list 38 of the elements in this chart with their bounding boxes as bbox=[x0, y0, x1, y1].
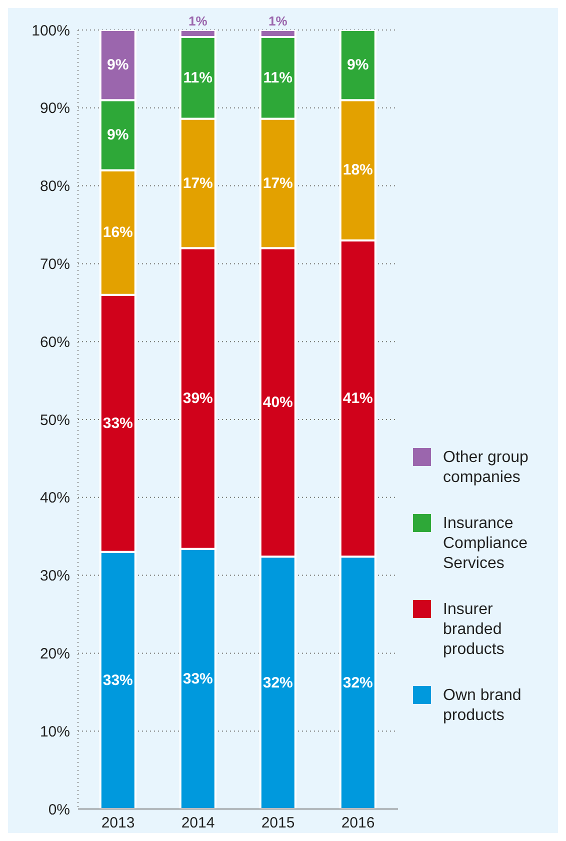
x-tick-label: 2014 bbox=[181, 814, 215, 832]
y-tick-label: 60% bbox=[40, 334, 70, 351]
y-tick-label: 70% bbox=[40, 256, 70, 274]
x-tick-label: 2015 bbox=[261, 814, 295, 832]
legend-label: Own brand products bbox=[443, 686, 522, 726]
y-tick-label: 80% bbox=[40, 178, 70, 196]
data-label: 17% bbox=[182, 174, 213, 192]
data-label: 39% bbox=[182, 390, 213, 407]
legend-label: Insurer branded products bbox=[443, 600, 506, 660]
data-label: 9% bbox=[107, 56, 129, 74]
data-label: 41% bbox=[342, 390, 373, 407]
y-tick-label: 100% bbox=[32, 22, 70, 40]
data-label: 33% bbox=[102, 414, 133, 432]
data-label: 32% bbox=[262, 674, 293, 692]
data-label: 32% bbox=[342, 674, 373, 692]
data-label: 40% bbox=[262, 394, 293, 411]
legend-label: Other group companies bbox=[443, 448, 530, 488]
data-label: 16% bbox=[102, 224, 133, 242]
data-label: 1% bbox=[268, 14, 288, 28]
data-label: 18% bbox=[342, 162, 373, 179]
y-tick-label: 10% bbox=[40, 723, 70, 740]
y-tick-label: 40% bbox=[40, 490, 70, 507]
y-tick-label: 0% bbox=[48, 801, 70, 818]
y-tick-label: 50% bbox=[40, 412, 70, 429]
x-tick-label: 2016 bbox=[341, 814, 375, 832]
data-label: 11% bbox=[183, 69, 212, 86]
y-tick-label: 20% bbox=[40, 646, 70, 663]
data-label: 33% bbox=[182, 670, 213, 688]
x-tick-label: 2013 bbox=[101, 814, 135, 832]
data-label: 17% bbox=[262, 174, 293, 192]
y-tick-label: 90% bbox=[40, 100, 70, 118]
legend-label: Insurance Compliance Services bbox=[443, 514, 528, 574]
data-label: 11% bbox=[263, 69, 292, 86]
y-tick-label: 30% bbox=[40, 568, 70, 585]
data-label: 9% bbox=[107, 126, 129, 144]
data-label: 1% bbox=[188, 14, 208, 28]
data-label: 9% bbox=[347, 56, 369, 74]
data-label: 33% bbox=[102, 672, 133, 689]
